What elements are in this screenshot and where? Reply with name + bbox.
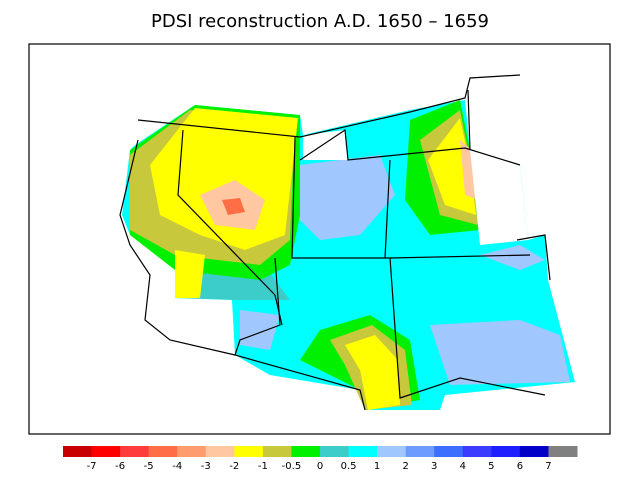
colorbar-label: 5 bbox=[488, 461, 494, 472]
colorbar-label: -2 bbox=[229, 461, 239, 472]
colorbar-label: -1 bbox=[258, 461, 268, 472]
colorbar-label: 4 bbox=[460, 461, 466, 472]
map-title: PDSI reconstruction A.D. 1650 – 1659 bbox=[151, 11, 489, 32]
colorbar-swatch bbox=[519, 446, 549, 457]
colorbar-label: -6 bbox=[115, 461, 125, 472]
colorbar-swatch bbox=[91, 446, 121, 457]
state-borders bbox=[119, 74, 551, 411]
colorbar-swatch bbox=[405, 446, 435, 457]
colorbar-swatch bbox=[434, 446, 464, 457]
colorbar-label: 1 bbox=[374, 461, 380, 472]
colorbar-swatch bbox=[262, 446, 292, 457]
colorbar-swatch bbox=[291, 446, 321, 457]
colorbar-swatch bbox=[348, 446, 378, 457]
colorbar-swatch bbox=[63, 446, 93, 457]
colorbar-label: -5 bbox=[144, 461, 154, 472]
colorbar-swatch bbox=[148, 446, 178, 457]
colorbar-label: -4 bbox=[172, 461, 182, 472]
map-frame bbox=[28, 43, 611, 435]
colorbar-swatch bbox=[120, 446, 150, 457]
colorbar-swatch bbox=[462, 446, 492, 457]
colorbar-swatch bbox=[177, 446, 207, 457]
colorbar-label: 0.5 bbox=[341, 461, 357, 472]
pdsi-field bbox=[122, 100, 575, 410]
colorbar-swatch bbox=[491, 446, 521, 457]
colorbar-label: -0.5 bbox=[282, 461, 302, 472]
colorbar-swatch bbox=[548, 446, 578, 457]
colorbar-swatch bbox=[377, 446, 407, 457]
colorbar-label: 0 bbox=[317, 461, 323, 472]
colorbar-label: 7 bbox=[545, 461, 551, 472]
colorbar-swatch bbox=[234, 446, 264, 457]
colorbar-label: 3 bbox=[431, 461, 437, 472]
colorbar: -7 -6 -5 -4 -3 -2 -1 -0.5 0 0.5 1 2 3 4 5 6 7 bbox=[63, 446, 578, 472]
colorbar-label: 2 bbox=[402, 461, 408, 472]
colorbar-label: 6 bbox=[517, 461, 523, 472]
colorbar-label: -7 bbox=[87, 461, 97, 472]
colorbar-swatch bbox=[205, 446, 235, 457]
colorbar-label: -3 bbox=[201, 461, 211, 472]
colorbar-swatch bbox=[320, 446, 350, 457]
